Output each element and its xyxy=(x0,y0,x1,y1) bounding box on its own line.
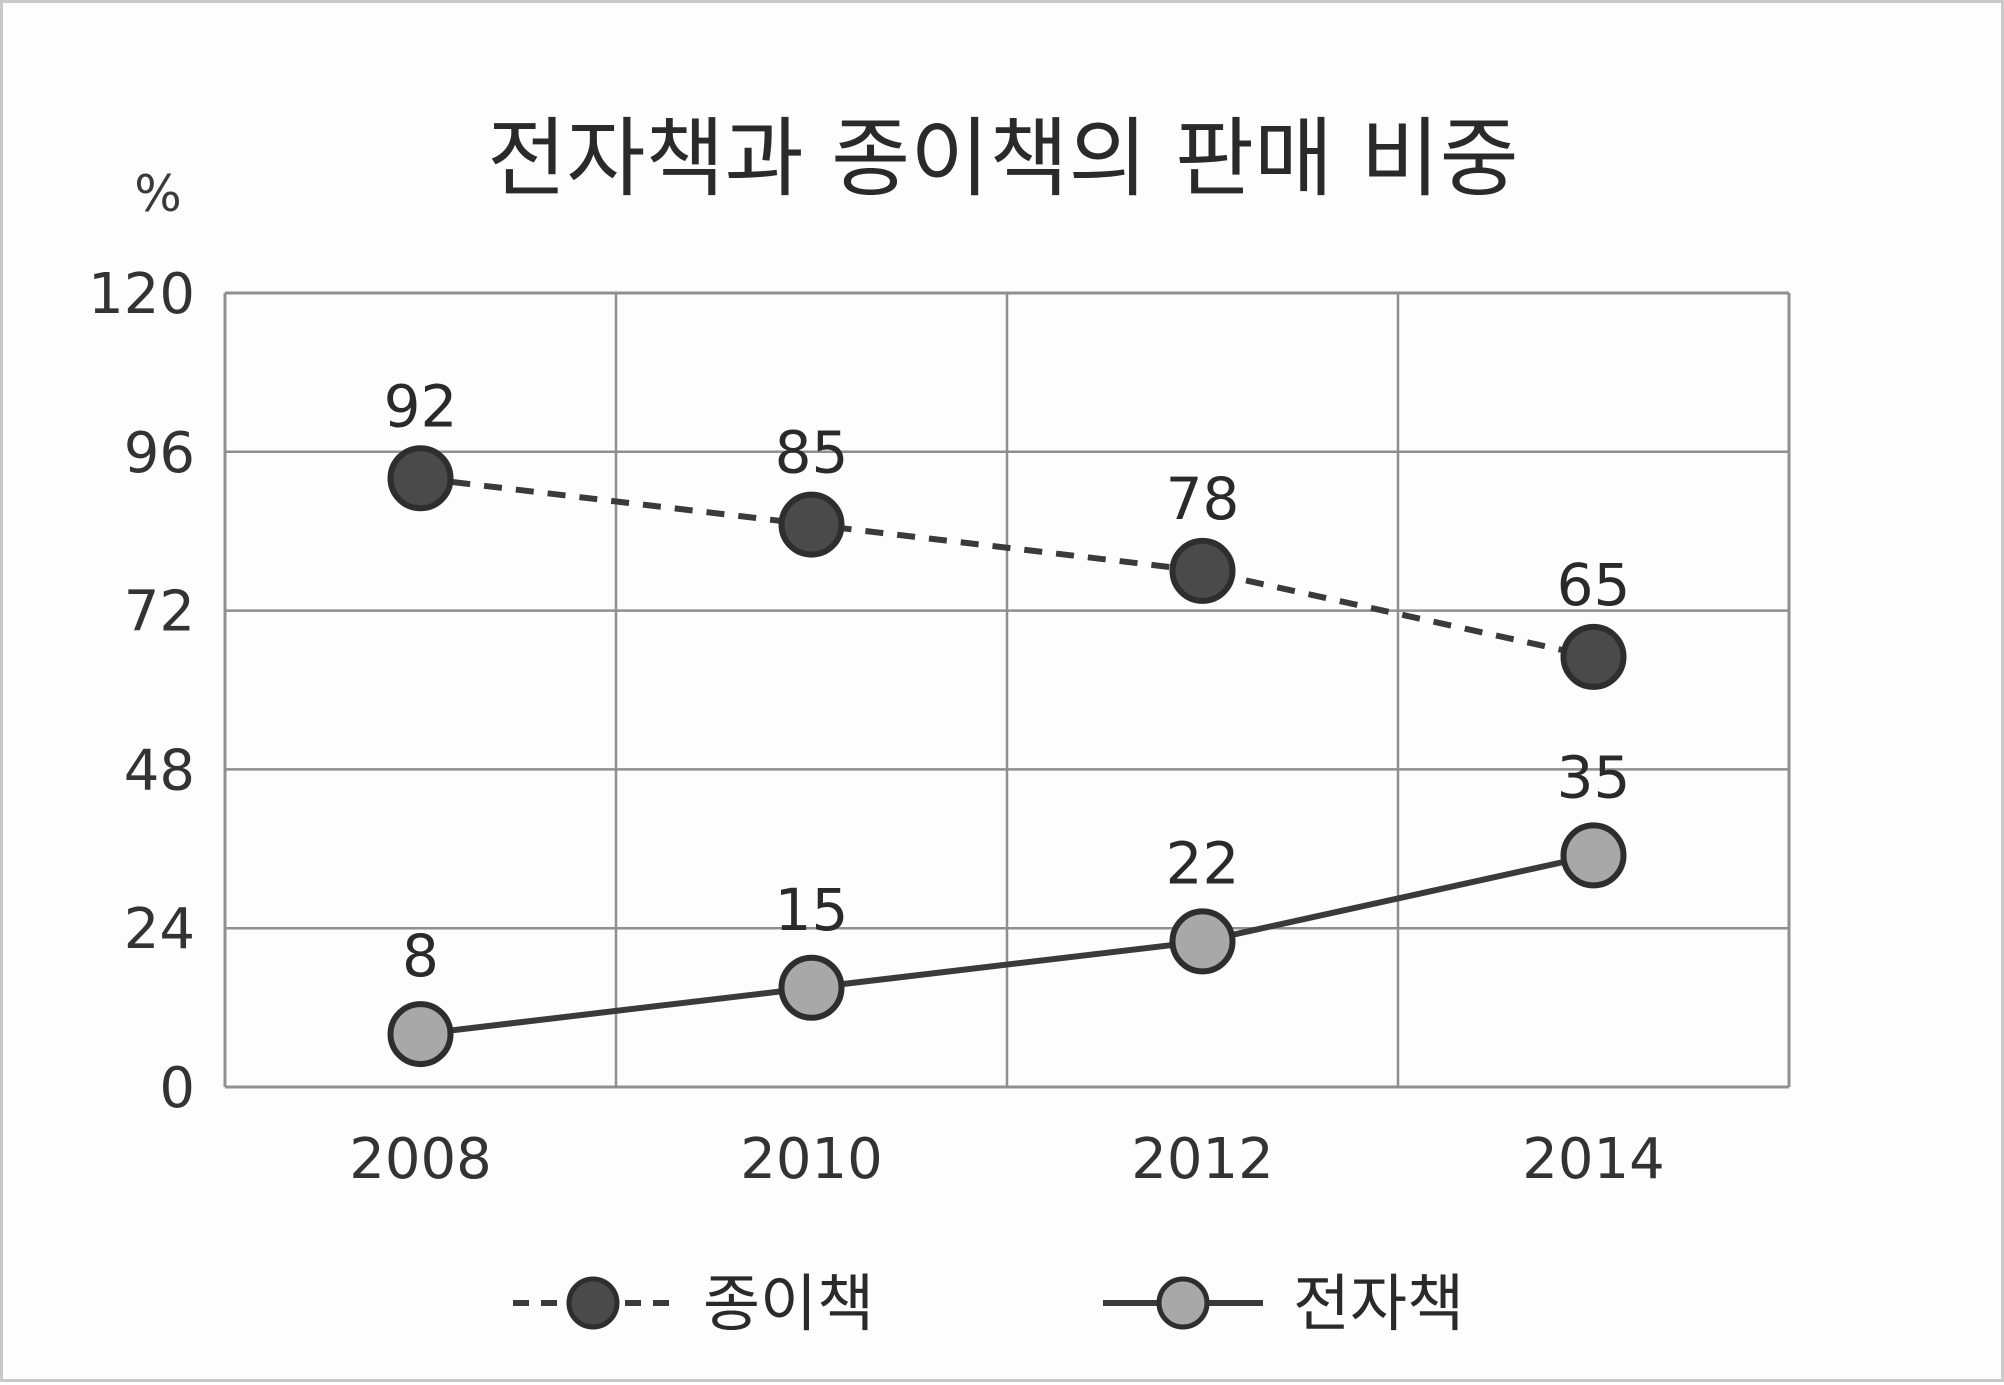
x-tick-label: 2012 xyxy=(1131,1127,1274,1192)
data-label: 78 xyxy=(1166,465,1240,533)
x-axis-ticks: 2008 2010 2012 2014 xyxy=(349,1127,1665,1192)
data-label: 85 xyxy=(775,419,849,487)
y-tick-label: 96 xyxy=(124,421,195,486)
data-point xyxy=(1169,537,1236,604)
series-line-2 xyxy=(420,852,1595,1038)
x-tick-label: 2008 xyxy=(349,1127,492,1192)
y-tick-label: 48 xyxy=(124,738,195,803)
legend: 종이책 전자책 xyxy=(513,1267,1464,1340)
data-point xyxy=(387,1001,454,1068)
x-tick-label: 2014 xyxy=(1522,1127,1665,1192)
data-point xyxy=(387,445,454,512)
data-point xyxy=(1560,822,1627,889)
data-label: 8 xyxy=(402,922,439,990)
legend-label: 전자책 xyxy=(1293,1267,1464,1340)
data-point xyxy=(778,491,845,558)
x-tick-label: 2010 xyxy=(740,1127,883,1192)
data-label: 22 xyxy=(1166,829,1240,897)
y-tick-label: 72 xyxy=(124,580,195,645)
data-point xyxy=(778,954,845,1021)
legend-label: 종이책 xyxy=(703,1267,874,1340)
chart-title: 전자책과 종이책의 판매 비중 xyxy=(487,109,1518,209)
data-label: 92 xyxy=(384,372,458,440)
y-tick-label: 0 xyxy=(159,1056,195,1121)
legend-marker xyxy=(566,1276,620,1330)
series xyxy=(387,445,1627,1068)
data-label: 35 xyxy=(1557,743,1631,811)
data-label: 65 xyxy=(1557,551,1631,619)
legend-marker xyxy=(1156,1276,1210,1330)
data-labels: 92 85 78 65 8 15 22 35 xyxy=(384,372,1631,990)
data-label: 15 xyxy=(775,876,849,944)
series-line-1 xyxy=(420,475,1595,660)
y-axis-ticks: 0 24 48 72 96 120 xyxy=(88,262,195,1121)
y-tick-label: 24 xyxy=(124,897,195,962)
data-point xyxy=(1169,908,1236,975)
y-tick-label: 120 xyxy=(88,262,195,327)
grid xyxy=(223,291,1791,1089)
data-point xyxy=(1560,623,1627,690)
y-unit-label: % xyxy=(134,165,182,223)
